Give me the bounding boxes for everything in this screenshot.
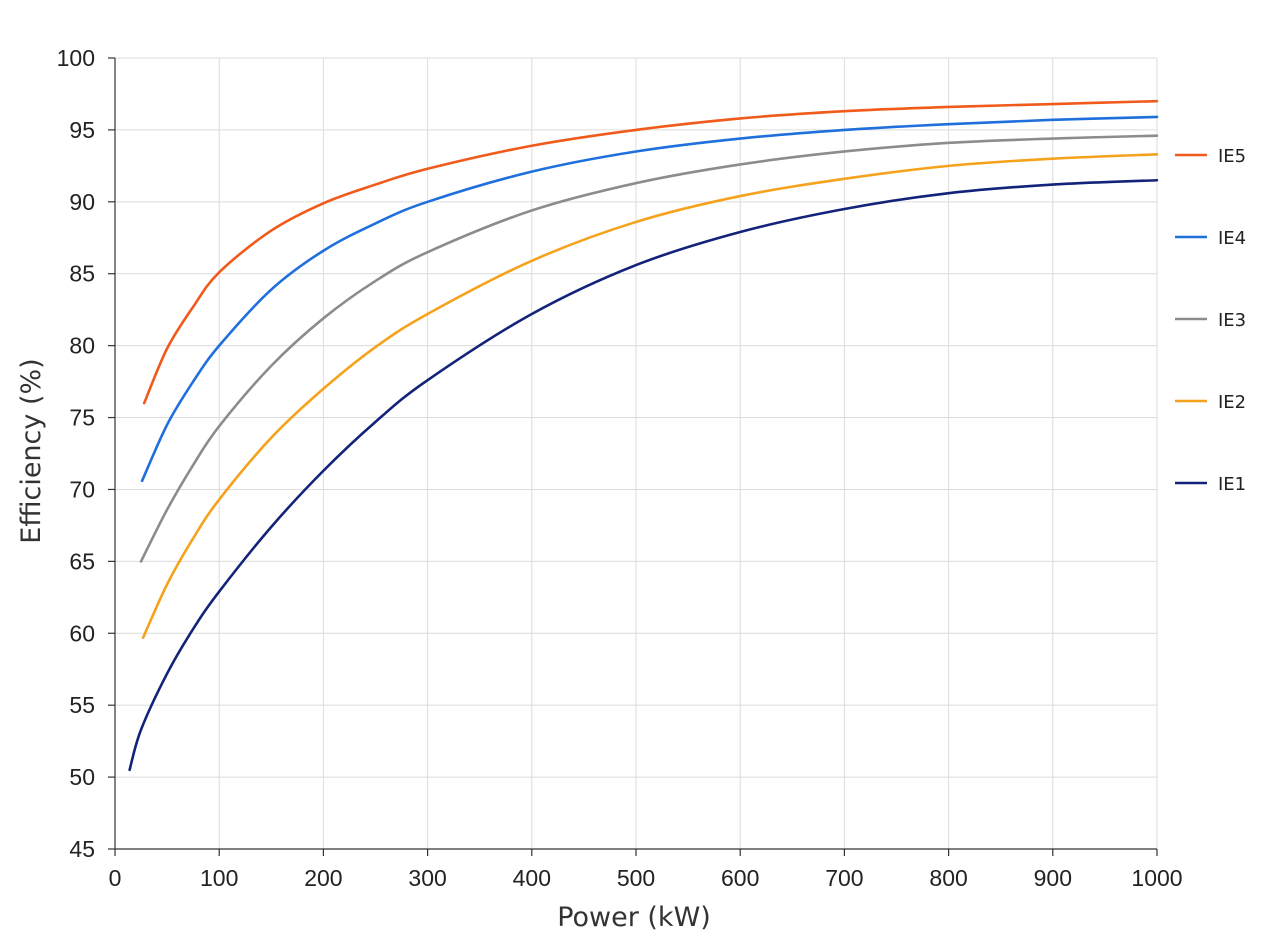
y-tick-label: 75 — [69, 405, 95, 431]
x-tick-label: 800 — [929, 865, 967, 891]
series-line-ie5 — [142, 99, 1159, 405]
series-lines — [128, 99, 1159, 772]
x-tick-label: 100 — [200, 865, 238, 891]
legend: IE5 IE4 IE3 IE2 IE1 — [1175, 146, 1246, 495]
y-tick-label: 60 — [69, 620, 95, 646]
x-axis-ticks: 0 100 200 300 400 500 600 700 800 900 1000 — [109, 849, 1183, 891]
y-tick-label: 95 — [69, 117, 95, 143]
series-line-ie1 — [128, 178, 1159, 772]
x-tick-label: 900 — [1034, 865, 1072, 891]
y-tick-label: 90 — [69, 189, 95, 215]
legend-item-ie3: IE3 — [1175, 310, 1246, 331]
y-tick-label: 55 — [69, 692, 95, 718]
legend-item-ie5: IE5 — [1175, 146, 1246, 167]
x-tick-label: 300 — [408, 865, 446, 891]
x-axis-title: Power (kW) — [557, 902, 711, 933]
x-tick-label: 400 — [513, 865, 551, 891]
legend-label-ie2: IE2 — [1218, 392, 1246, 413]
y-axis-title: Efficiency (%) — [16, 358, 47, 543]
x-tick-label: 600 — [721, 865, 759, 891]
y-tick-label: 65 — [69, 548, 95, 574]
y-tick-label: 70 — [69, 476, 95, 502]
x-tick-label: 500 — [617, 865, 655, 891]
legend-label-ie1: IE1 — [1218, 474, 1246, 495]
y-gridlines — [115, 57, 1157, 778]
x-gridlines — [218, 58, 1158, 849]
y-tick-label: 100 — [57, 45, 95, 71]
y-tick-label: 45 — [69, 836, 95, 862]
x-tick-label: 1000 — [1131, 865, 1182, 891]
x-tick-label: 700 — [825, 865, 863, 891]
legend-item-ie4: IE4 — [1175, 228, 1246, 249]
legend-item-ie2: IE2 — [1175, 392, 1246, 413]
x-tick-label: 0 — [109, 865, 122, 891]
legend-label-ie5: IE5 — [1218, 146, 1246, 167]
series-line-ie4 — [140, 115, 1159, 483]
x-tick-label: 200 — [304, 865, 342, 891]
y-axis-ticks: 45 50 55 60 65 70 75 80 85 90 95 100 — [57, 45, 115, 862]
series-line-ie3 — [139, 134, 1159, 563]
series-line-ie2 — [141, 153, 1159, 639]
y-tick-label: 80 — [69, 333, 95, 359]
legend-label-ie4: IE4 — [1218, 228, 1246, 249]
y-tick-label: 85 — [69, 261, 95, 287]
legend-item-ie1: IE1 — [1175, 474, 1246, 495]
legend-label-ie3: IE3 — [1218, 310, 1246, 331]
y-tick-label: 50 — [69, 764, 95, 790]
